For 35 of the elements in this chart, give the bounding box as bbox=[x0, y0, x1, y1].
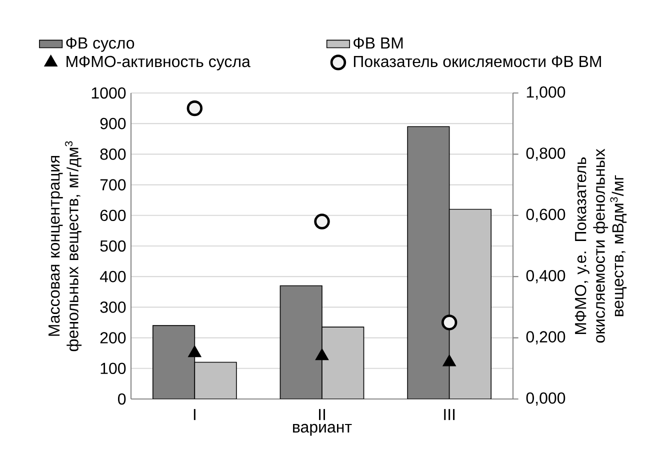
x-tick-label: III bbox=[444, 409, 455, 420]
x-axis-title: вариант bbox=[293, 424, 352, 436]
y2-tick-label: 0,600 bbox=[526, 208, 566, 222]
point bbox=[315, 348, 329, 360]
legend-label: МФМО-активность сусла bbox=[66, 56, 250, 70]
y-tick-label: 900 bbox=[100, 118, 126, 130]
legend-label: ФВ ВМ bbox=[354, 37, 403, 49]
bar bbox=[448, 208, 492, 399]
y2-tick-label: 0,800 bbox=[526, 148, 566, 161]
legend-label: Показатель окисляемости ФВ ВМ bbox=[354, 56, 601, 68]
point bbox=[188, 345, 202, 358]
y-tick-label: 200 bbox=[100, 332, 126, 344]
y-tick-label: 700 bbox=[100, 179, 126, 190]
y-tick-label: 300 bbox=[100, 302, 126, 313]
x-tick-label: I bbox=[194, 409, 196, 420]
y-tick-label: 800 bbox=[100, 148, 126, 160]
y-axis-title: Массовая концентрация фенольных веществ, мг/дм$^{3}$ bbox=[48, 141, 82, 352]
y2-tick-label: 0,200 bbox=[526, 331, 566, 344]
y2-tick-label: 1,000 bbox=[526, 86, 566, 100]
y-tick-label: 100 bbox=[100, 362, 126, 374]
y2-tick-label: 0,400 bbox=[526, 270, 566, 284]
y-tick-label: 500 bbox=[100, 240, 126, 252]
y-tick-label: 400 bbox=[100, 270, 126, 282]
legend-label: ФВ сусло bbox=[66, 37, 134, 52]
bar bbox=[194, 362, 237, 399]
point bbox=[441, 314, 458, 330]
point bbox=[442, 354, 456, 366]
bar bbox=[322, 326, 364, 399]
y-tick-label: 1000 bbox=[92, 87, 126, 99]
y-tick-label: 0 bbox=[118, 393, 126, 405]
point bbox=[186, 100, 203, 116]
y-tick-label: 600 bbox=[100, 210, 126, 222]
x-tick-label: II bbox=[319, 409, 325, 420]
y2-tick-label: 0,000 bbox=[526, 392, 566, 406]
point bbox=[314, 214, 330, 230]
